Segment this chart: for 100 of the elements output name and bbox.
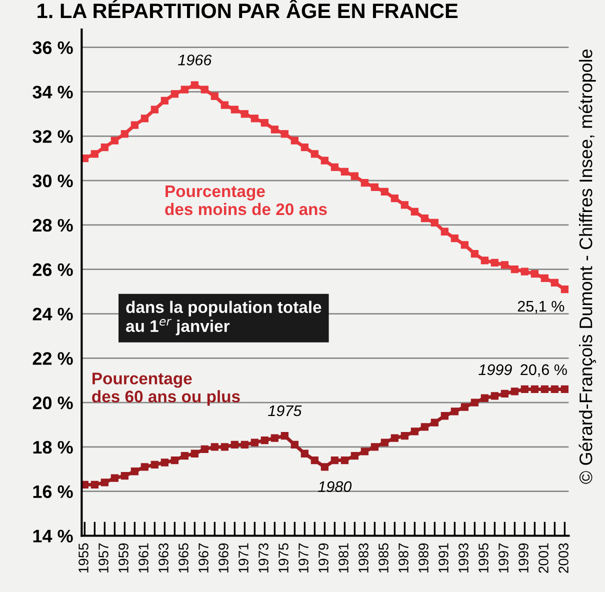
point: [550, 385, 559, 394]
point: [390, 434, 399, 442]
point: [510, 388, 519, 396]
point: [520, 268, 529, 276]
x-tick-label: 1999: [518, 543, 528, 573]
point: [100, 478, 108, 486]
point: [190, 450, 198, 458]
x-tick-label: 1987: [398, 543, 408, 573]
point: [550, 278, 559, 286]
point: [340, 168, 349, 176]
point: [520, 385, 529, 394]
x-tick-label: 1957: [98, 543, 108, 573]
annotation: 25,1 %: [518, 300, 564, 314]
point: [190, 81, 198, 89]
x-tick-label: 1985: [378, 543, 388, 573]
series-label: Pourcentage des moins de 20 ans: [165, 185, 327, 216]
y-tick-label: 34 %: [32, 86, 73, 99]
y-tick-label: 24 %: [32, 308, 73, 320]
point: [110, 136, 118, 144]
point: [370, 443, 379, 451]
y-tick-label: 32 %: [32, 130, 73, 143]
annotation: dans la population totale au 1$^{er}$ janvier: [126, 300, 322, 336]
x-tick-label: 1965: [178, 543, 188, 573]
point: [480, 394, 489, 402]
point: [290, 440, 299, 449]
point: [530, 385, 539, 394]
point: [410, 428, 419, 436]
y-tick-label: 22 %: [32, 352, 73, 365]
point: [530, 270, 539, 278]
point: [100, 143, 108, 152]
y-tick-label: 20 %: [32, 396, 73, 410]
text: © Gérard-François Dumont - Chiffres Insee, métropole: [578, 49, 596, 484]
point: [250, 114, 259, 122]
annotation: 1975: [268, 405, 302, 416]
point: [490, 392, 499, 400]
point: [300, 143, 309, 152]
point: [150, 106, 158, 114]
point: [360, 448, 369, 456]
point: [210, 443, 218, 451]
x-tick-label: 1979: [318, 543, 328, 573]
point: [500, 261, 509, 269]
point: [400, 201, 409, 209]
point: [120, 472, 128, 480]
point: [280, 432, 289, 440]
point: [130, 121, 138, 129]
point: [82, 154, 88, 162]
point: [260, 119, 269, 127]
point: [470, 250, 479, 258]
x-tick-label: 1997: [498, 543, 508, 573]
point: [370, 183, 379, 192]
point: [230, 106, 239, 114]
point: [160, 458, 168, 466]
point: [130, 468, 138, 476]
point: [82, 480, 88, 489]
point: [400, 432, 409, 440]
x-tick-label: 1993: [458, 543, 468, 573]
point: [270, 434, 279, 442]
point: [360, 178, 369, 187]
x-tick-label: 1989: [418, 543, 428, 573]
point: [260, 436, 269, 444]
point: [210, 92, 218, 100]
point: [430, 218, 439, 227]
point: [280, 130, 289, 138]
annotation: 1999: [478, 364, 512, 376]
point: [230, 440, 239, 449]
point: [380, 438, 389, 446]
point: [110, 474, 118, 482]
y-tick-label: 14 %: [33, 530, 73, 542]
point: [300, 450, 309, 458]
x-tick-label: 1971: [238, 543, 248, 573]
y-tick-label: 16 %: [33, 485, 73, 498]
point: [490, 258, 499, 267]
point: [560, 286, 569, 294]
annotation: 1966: [178, 54, 212, 66]
point: [150, 460, 158, 469]
point: [120, 130, 128, 138]
point: [250, 438, 259, 446]
point: [320, 156, 329, 164]
x-tick-label: 1991: [438, 543, 448, 573]
x-tick-label: 1973: [258, 543, 268, 573]
point: [180, 452, 188, 460]
point: [420, 423, 429, 431]
point: [540, 385, 549, 394]
point: [440, 228, 449, 236]
point: [170, 456, 178, 464]
point: [330, 163, 339, 172]
point: [540, 274, 549, 282]
x-tick-label: 1977: [298, 543, 308, 573]
point: [170, 90, 178, 98]
point: [90, 150, 98, 158]
point: [390, 194, 399, 202]
point: [200, 86, 208, 94]
point: [450, 408, 459, 416]
point: [90, 480, 98, 489]
point: [470, 398, 479, 406]
y-tick-label: 26 %: [32, 263, 73, 276]
point: [410, 208, 419, 216]
point: [460, 403, 469, 411]
point: [240, 440, 249, 449]
x-tick-label: 1967: [198, 543, 208, 573]
